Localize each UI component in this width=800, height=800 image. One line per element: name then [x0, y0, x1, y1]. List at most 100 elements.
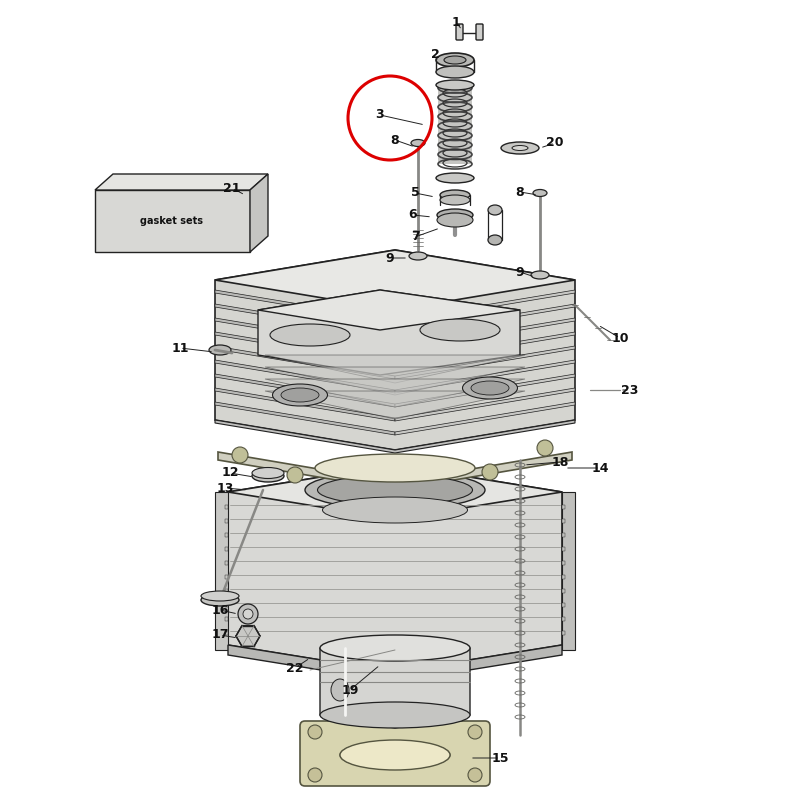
Text: gasket sets: gasket sets: [141, 216, 203, 226]
Polygon shape: [225, 547, 228, 551]
Polygon shape: [225, 631, 228, 635]
Circle shape: [308, 768, 322, 782]
Polygon shape: [215, 402, 395, 435]
Polygon shape: [265, 379, 525, 407]
Text: 10: 10: [611, 331, 629, 345]
Text: 18: 18: [551, 455, 569, 469]
Polygon shape: [225, 533, 228, 537]
Ellipse shape: [436, 80, 474, 90]
Ellipse shape: [340, 740, 450, 770]
Circle shape: [243, 609, 253, 619]
Polygon shape: [215, 346, 395, 379]
Polygon shape: [438, 126, 472, 135]
Ellipse shape: [437, 209, 473, 221]
Polygon shape: [215, 332, 395, 365]
Polygon shape: [562, 492, 575, 650]
Polygon shape: [562, 575, 565, 579]
Polygon shape: [225, 603, 228, 607]
Polygon shape: [310, 730, 480, 780]
Circle shape: [468, 768, 482, 782]
Ellipse shape: [501, 142, 539, 154]
Polygon shape: [562, 589, 565, 593]
Ellipse shape: [252, 470, 284, 482]
Ellipse shape: [273, 384, 327, 406]
Text: 20: 20: [546, 137, 564, 150]
Polygon shape: [215, 420, 575, 453]
Polygon shape: [395, 332, 575, 365]
Ellipse shape: [437, 213, 473, 227]
Polygon shape: [218, 452, 572, 490]
Text: 11: 11: [171, 342, 189, 354]
Polygon shape: [395, 290, 575, 323]
Circle shape: [308, 725, 322, 739]
Ellipse shape: [318, 475, 473, 505]
Text: 15: 15: [491, 751, 509, 765]
Polygon shape: [228, 465, 562, 519]
Circle shape: [468, 725, 482, 739]
Polygon shape: [225, 589, 228, 593]
Polygon shape: [215, 318, 395, 351]
Circle shape: [232, 447, 248, 463]
Polygon shape: [258, 290, 520, 330]
Ellipse shape: [340, 741, 450, 769]
Circle shape: [482, 464, 498, 480]
Polygon shape: [395, 304, 575, 337]
Polygon shape: [395, 402, 575, 435]
Ellipse shape: [420, 319, 500, 341]
Ellipse shape: [320, 702, 470, 728]
Ellipse shape: [444, 56, 466, 64]
Polygon shape: [250, 174, 268, 252]
Text: 16: 16: [211, 603, 229, 617]
Polygon shape: [395, 346, 575, 379]
Text: 7: 7: [410, 230, 419, 243]
Ellipse shape: [436, 53, 474, 67]
Polygon shape: [438, 98, 472, 107]
Polygon shape: [95, 190, 250, 252]
Text: 2: 2: [430, 49, 439, 62]
Polygon shape: [215, 250, 575, 450]
Polygon shape: [562, 533, 565, 537]
Polygon shape: [562, 561, 565, 565]
Polygon shape: [320, 648, 470, 728]
Ellipse shape: [488, 235, 502, 245]
Polygon shape: [562, 547, 565, 551]
Ellipse shape: [440, 190, 470, 200]
Polygon shape: [438, 154, 472, 164]
Polygon shape: [236, 626, 260, 646]
Polygon shape: [215, 250, 575, 310]
Polygon shape: [225, 575, 228, 579]
Ellipse shape: [409, 252, 427, 260]
Polygon shape: [562, 631, 565, 635]
Polygon shape: [258, 290, 520, 375]
Polygon shape: [395, 374, 575, 407]
Text: 9: 9: [516, 266, 524, 278]
Ellipse shape: [488, 205, 502, 215]
Ellipse shape: [512, 146, 528, 150]
Ellipse shape: [315, 454, 475, 482]
Polygon shape: [215, 360, 395, 393]
Polygon shape: [438, 88, 472, 98]
Polygon shape: [438, 107, 472, 117]
Polygon shape: [438, 145, 472, 154]
Text: 3: 3: [376, 109, 384, 122]
Text: 22: 22: [286, 662, 304, 674]
Text: 8: 8: [390, 134, 399, 146]
Polygon shape: [438, 117, 472, 126]
Polygon shape: [228, 465, 562, 672]
Polygon shape: [95, 174, 268, 190]
Ellipse shape: [209, 345, 231, 355]
Ellipse shape: [331, 679, 349, 701]
Circle shape: [238, 604, 258, 624]
Ellipse shape: [305, 471, 485, 509]
Polygon shape: [215, 388, 395, 421]
Ellipse shape: [462, 377, 518, 399]
Polygon shape: [395, 318, 575, 351]
Text: 6: 6: [409, 209, 418, 222]
Ellipse shape: [320, 635, 470, 661]
Polygon shape: [265, 391, 525, 419]
Polygon shape: [215, 374, 395, 407]
Text: 8: 8: [516, 186, 524, 198]
Ellipse shape: [270, 324, 350, 346]
Polygon shape: [395, 388, 575, 421]
Polygon shape: [225, 519, 228, 523]
